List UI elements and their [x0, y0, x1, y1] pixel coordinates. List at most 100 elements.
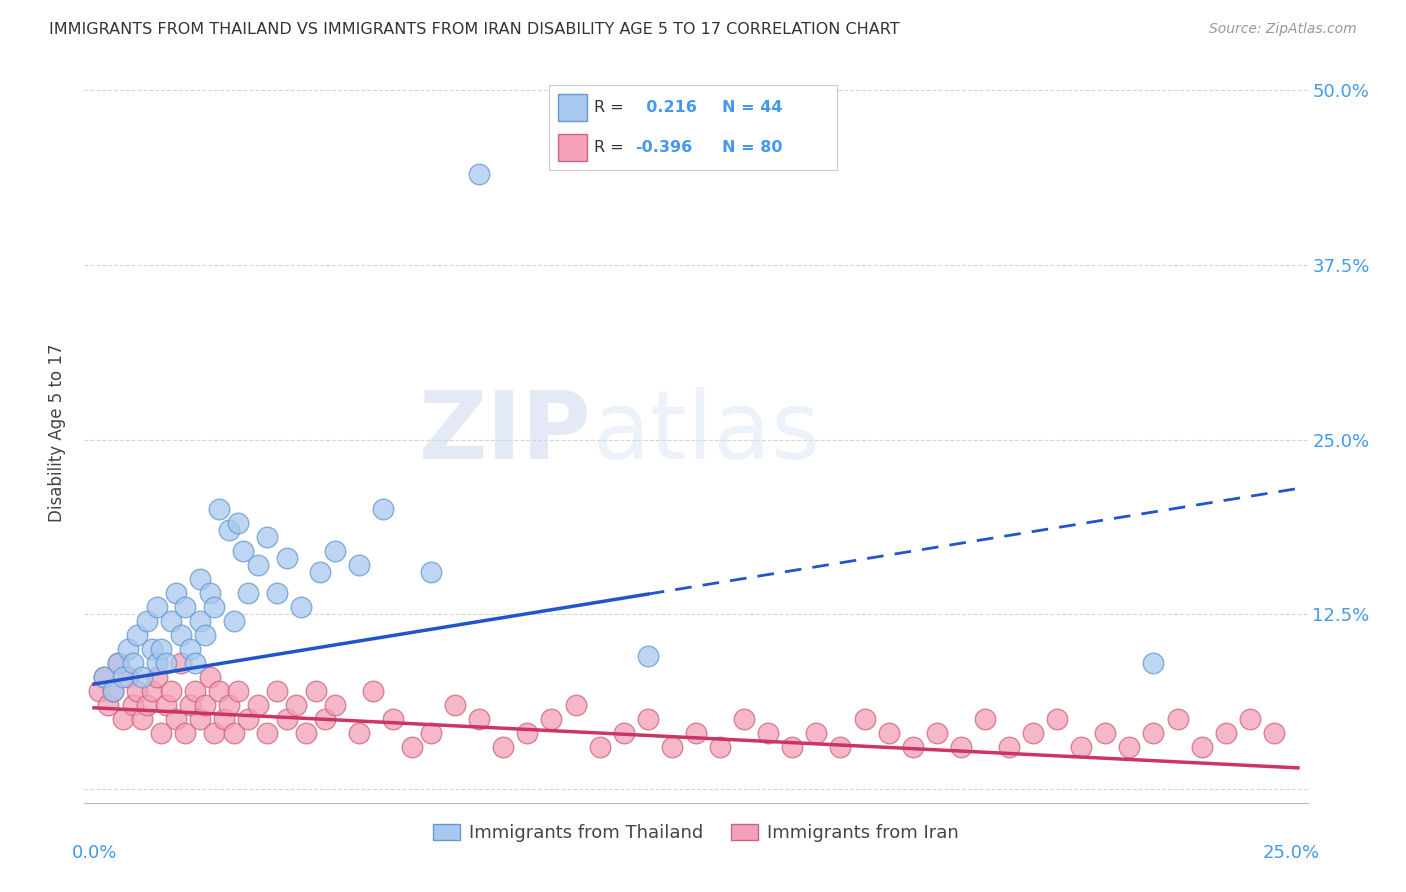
Point [136, 614, 159, 628]
Text: ZIP: ZIP [419, 386, 592, 479]
Point [246, 558, 269, 573]
Point [184, 656, 207, 670]
Point [222, 726, 245, 740]
Point [111, 670, 134, 684]
Point [198, 586, 221, 600]
Point [174, 726, 197, 740]
Point [323, 698, 346, 712]
Legend: Immigrants from Thailand, Immigrants from Iran: Immigrants from Thailand, Immigrants fro… [426, 816, 966, 849]
Point [174, 600, 197, 615]
Point [236, 586, 259, 600]
Point [127, 628, 149, 642]
Point [145, 656, 167, 670]
Point [155, 698, 177, 712]
Point [304, 684, 326, 698]
Point [256, 726, 278, 740]
Point [420, 726, 443, 740]
Point [188, 572, 211, 586]
Point [93, 670, 115, 684]
Point [877, 726, 900, 740]
Point [1215, 726, 1237, 740]
Point [901, 739, 924, 754]
Point [323, 544, 346, 558]
Point [170, 656, 193, 670]
Point [1239, 712, 1261, 726]
Point [290, 600, 312, 615]
Point [127, 684, 149, 698]
Point [222, 614, 245, 628]
Text: IMMIGRANTS FROM THAILAND VS IMMIGRANTS FROM IRAN DISABILITY AGE 5 TO 17 CORRELAT: IMMIGRANTS FROM THAILAND VS IMMIGRANTS F… [49, 22, 900, 37]
Y-axis label: Disability Age 5 to 17: Disability Age 5 to 17 [48, 343, 66, 522]
Point [170, 628, 193, 642]
Point [1070, 739, 1092, 754]
Point [637, 712, 659, 726]
Point [540, 712, 562, 726]
Point [853, 712, 876, 726]
Point [188, 614, 211, 628]
Point [371, 502, 394, 516]
Point [218, 524, 240, 538]
Point [709, 739, 731, 754]
Point [806, 726, 828, 740]
Point [347, 726, 370, 740]
Text: 0.0%: 0.0% [72, 844, 118, 862]
Point [363, 684, 385, 698]
Point [194, 628, 217, 642]
Point [266, 684, 288, 698]
Point [1118, 739, 1140, 754]
Point [256, 530, 278, 544]
Point [121, 698, 143, 712]
Point [232, 544, 254, 558]
Point [564, 698, 586, 712]
Point [103, 684, 125, 698]
Point [107, 656, 129, 670]
Point [974, 712, 997, 726]
Point [165, 586, 187, 600]
Point [117, 670, 139, 684]
Point [97, 698, 120, 712]
Point [830, 739, 852, 754]
Point [285, 698, 308, 712]
Point [179, 698, 201, 712]
Point [1046, 712, 1069, 726]
Point [202, 726, 225, 740]
Point [468, 167, 491, 181]
Point [141, 684, 163, 698]
Point [276, 712, 298, 726]
Point [309, 566, 332, 580]
Point [117, 642, 139, 657]
Point [87, 684, 110, 698]
Point [131, 670, 153, 684]
Point [1167, 712, 1189, 726]
Point [1142, 726, 1164, 740]
Point [136, 698, 159, 712]
Text: Source: ZipAtlas.com: Source: ZipAtlas.com [1209, 22, 1357, 37]
Point [516, 726, 538, 740]
Point [444, 698, 467, 712]
Point [160, 684, 183, 698]
Point [145, 670, 167, 684]
Point [637, 649, 659, 664]
Point [107, 656, 129, 670]
Point [208, 502, 231, 516]
Point [381, 712, 404, 726]
Point [246, 698, 269, 712]
Point [141, 642, 163, 657]
Point [733, 712, 755, 726]
Point [925, 726, 948, 740]
Point [756, 726, 779, 740]
Text: 25.0%: 25.0% [1263, 844, 1320, 862]
Point [228, 516, 250, 531]
Point [218, 698, 240, 712]
Point [613, 726, 636, 740]
Point [179, 642, 201, 657]
Point [184, 684, 207, 698]
Point [1142, 656, 1164, 670]
Point [492, 739, 515, 754]
Point [103, 684, 125, 698]
Point [998, 739, 1021, 754]
Point [588, 739, 610, 754]
Point [93, 670, 115, 684]
Point [165, 712, 187, 726]
Point [401, 739, 423, 754]
